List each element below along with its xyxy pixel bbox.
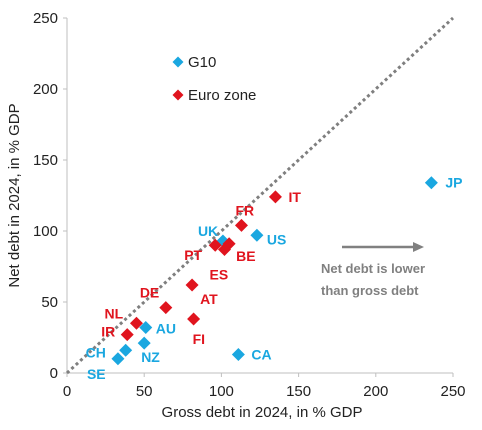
y-tick-label: 100 xyxy=(33,223,58,240)
label-jp: JP xyxy=(445,175,462,191)
y-tick-label: 200 xyxy=(33,81,58,98)
label-ch: CH xyxy=(86,344,106,360)
point-g10-se xyxy=(111,352,125,366)
label-uk: UK xyxy=(198,223,218,239)
label-de: DE xyxy=(140,285,159,301)
y-tick-label: 150 xyxy=(33,152,58,169)
label-be: BE xyxy=(236,248,255,264)
point-g10-nz xyxy=(137,336,151,350)
x-tick-label: 250 xyxy=(440,383,465,400)
point-euro-zone-de xyxy=(159,301,173,315)
legend: G10 Euro zone xyxy=(172,54,256,104)
label-ca: CA xyxy=(251,347,271,363)
point-euro-zone-it xyxy=(268,190,282,204)
y-tick-label: 250 xyxy=(33,10,58,27)
label-fi: FI xyxy=(193,331,205,347)
label-ir: IR xyxy=(101,324,115,340)
legend-label-g10: G10 xyxy=(188,54,216,71)
label-it: IT xyxy=(288,189,301,205)
point-euro-zone-pt xyxy=(208,238,222,252)
label-nz: NZ xyxy=(141,349,160,365)
label-pt: PT xyxy=(184,247,202,263)
y-tick-label: 0 xyxy=(50,365,58,382)
point-g10-jp xyxy=(424,176,438,190)
point-euro-zone-fi xyxy=(187,312,201,326)
legend-marker-euro-zone xyxy=(172,89,184,101)
y-axis-title: Net debt in 2024, in % GDP xyxy=(6,103,23,287)
reference-line-45 xyxy=(65,16,455,375)
point-euro-zone-ir xyxy=(120,328,134,342)
point-euro-zone-nl xyxy=(129,316,143,330)
reference-line-group xyxy=(65,16,455,375)
label-fr: FR xyxy=(235,202,254,218)
point-g10-au xyxy=(139,321,153,335)
label-at: AT xyxy=(200,291,218,307)
x-tick-label: 200 xyxy=(363,383,388,400)
annotation-arrow-head xyxy=(413,242,424,252)
x-tick-label: 150 xyxy=(286,383,311,400)
label-au: AU xyxy=(156,321,176,337)
legend-marker-g10 xyxy=(172,56,184,68)
annotation-line-1: Net debt is lower xyxy=(321,261,425,276)
point-euro-zone-es xyxy=(217,242,231,256)
point-g10-ca xyxy=(231,348,245,362)
legend-label-euro-zone: Euro zone xyxy=(188,87,256,104)
y-tick-label: 50 xyxy=(41,294,58,311)
label-es: ES xyxy=(209,266,228,282)
label-us: US xyxy=(267,231,286,247)
annotation: Net debt is lower than gross debt xyxy=(321,242,425,298)
point-labels: JP US UK CA AU NZ CH SE IT FR BE ES PT DE AT FI NL IR xyxy=(86,175,463,382)
point-g10-us xyxy=(250,228,264,242)
label-se: SE xyxy=(87,366,106,382)
axes: 0 50 100 150 200 250 0 50 100 150 200 250 Gross debt… xyxy=(6,10,466,421)
annotation-line-2: than gross debt xyxy=(321,283,419,298)
x-axis-title: Gross debt in 2024, in % GDP xyxy=(162,404,363,421)
label-nl: NL xyxy=(104,305,123,321)
x-tick-label: 50 xyxy=(136,383,153,400)
x-tick-label: 0 xyxy=(63,383,71,400)
x-tick-label: 100 xyxy=(209,383,234,400)
point-euro-zone-at xyxy=(185,278,199,292)
point-g10-ch xyxy=(119,343,133,357)
point-euro-zone-fr xyxy=(234,218,248,232)
data-points xyxy=(111,176,438,366)
